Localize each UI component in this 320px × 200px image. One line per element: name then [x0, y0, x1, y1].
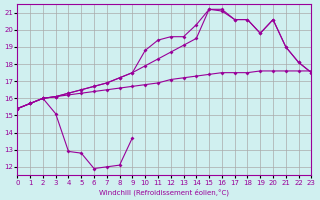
X-axis label: Windchill (Refroidissement éolien,°C): Windchill (Refroidissement éolien,°C) [100, 188, 229, 196]
